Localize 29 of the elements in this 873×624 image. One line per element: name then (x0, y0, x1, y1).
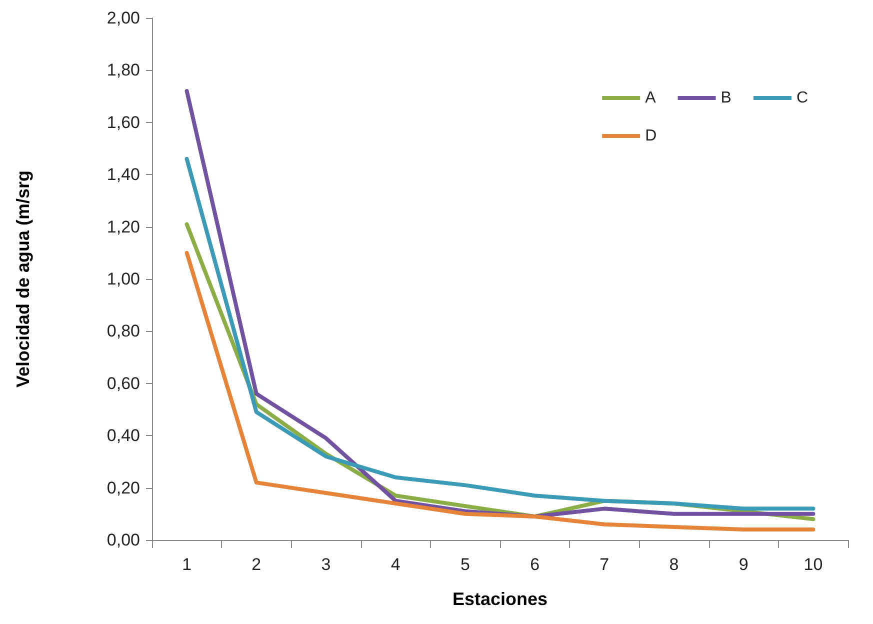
y-tick-label: 1,00 (106, 270, 140, 288)
x-tick-label: 9 (738, 555, 748, 574)
legend-label: A (645, 90, 656, 106)
x-tick-label: 1 (182, 555, 192, 574)
legend-label: C (796, 90, 808, 106)
y-tick-label: 1,80 (106, 60, 140, 80)
y-tick-label: 1,40 (106, 165, 140, 184)
x-axis-title: Estaciones (452, 589, 548, 609)
x-tick-label: 3 (321, 555, 331, 574)
y-tick-label: 0,00 (106, 530, 140, 550)
x-tick-label: 10 (804, 555, 823, 574)
y-tick-label: 0,40 (106, 426, 140, 446)
y-tick-label: 2,00 (106, 8, 140, 28)
y-tick-label: 1,20 (106, 217, 140, 236)
x-tick-label: 7 (600, 555, 610, 574)
legend-label: D (645, 128, 657, 144)
y-tick-label: 0,20 (106, 478, 140, 498)
x-tick-label: 6 (530, 555, 540, 574)
x-tick-label: 2 (252, 555, 262, 574)
y-tick-label: 0,60 (106, 374, 140, 393)
y-tick-label: 1,60 (106, 112, 140, 132)
legend-label: B (720, 90, 732, 106)
y-axis-title: Velocidad de agua (m/srg (13, 170, 33, 388)
line-series (184, 156, 816, 511)
y-tick-label: 0,80 (106, 322, 140, 341)
x-tick-label: 5 (460, 555, 470, 574)
x-tick-label: 8 (669, 555, 679, 574)
x-tick-label: 4 (390, 555, 400, 574)
line-series (184, 89, 816, 519)
